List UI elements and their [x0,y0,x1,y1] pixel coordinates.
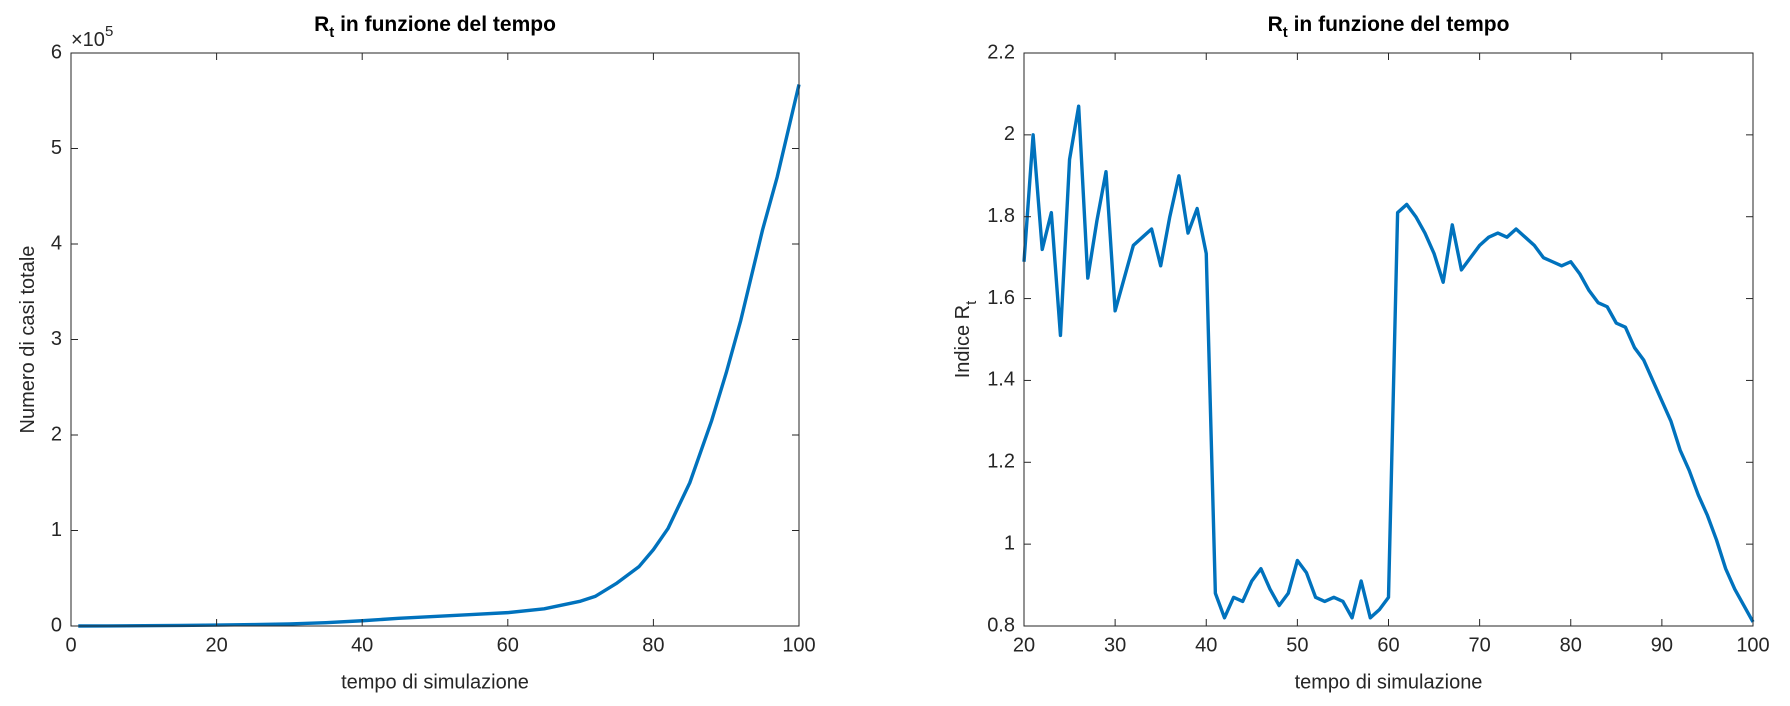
chart: 20 30 40 50 60 70 80 90 100 0.8 1 1.2 1.4 1.6 1.8 2 2.2 R… [952,13,1769,694]
x-tick-label: 80 [1560,634,1582,656]
y-tick-label: 1.6 [987,287,1015,309]
x-tick-label: 70 [1469,634,1491,656]
x-tick-label: 0 [65,634,76,656]
x-tick-label: 40 [1195,634,1217,656]
x-tick-label: 80 [642,634,664,656]
x-tick-label: 60 [1377,634,1399,656]
y-tick-label: 1.2 [987,451,1015,473]
data-line [1022,104,1755,623]
y-tick-label: 3 [51,328,62,350]
y-tick-label: 0.8 [987,614,1015,636]
y-axis-label: Numero di casi totale [17,246,39,434]
y-multiplier-part: 5 [105,23,113,40]
y-tick-label: 1.8 [987,205,1015,227]
x-tick-label: 100 [782,634,815,656]
chart: 0 20 40 60 80 100 0 1 2 3 4 5 6 Rt in funzione del te… [17,13,815,694]
x-tick-label: 20 [205,634,227,656]
y-tick-label: 2.2 [987,41,1015,63]
x-axis-label: tempo di simulazione [1295,671,1483,693]
y-axis-label-part: Numero di casi totale [17,246,39,434]
x-axis-label: tempo di simulazione [341,671,529,693]
x-tick-label: 60 [497,634,519,656]
y-axis-label: Indice Rt [952,300,980,378]
chart-title-part: in funzione del tempo [1288,13,1510,36]
x-tick-label: 30 [1104,634,1126,656]
y-tick-label: 0 [51,614,62,636]
chart-title-part: R [1268,13,1283,36]
x-tick-label: 20 [1013,634,1035,656]
plot-area [71,53,799,626]
y-tick-label: 5 [51,137,62,159]
y-tick-label: 1.4 [987,369,1015,391]
data-line [78,84,801,628]
y-tick-label: 1 [1004,532,1015,554]
y-tick-label: 2 [1004,123,1015,145]
x-tick-label: 100 [1736,634,1769,656]
x-tick-label: 50 [1286,634,1308,656]
chart-title-part: t [329,24,334,41]
y-axis-label-part: t [963,300,980,305]
x-tick-label: 40 [351,634,373,656]
chart-title-part: in funzione del tempo [334,13,556,36]
y-tick-label: 2 [51,423,62,445]
y-axis-label-part: Indice R [952,305,974,378]
chart-title: Rt in funzione del tempo [1268,13,1510,42]
y-tick-label: 1 [51,519,62,541]
x-tick-label: 90 [1651,634,1673,656]
y-multiplier-part: ×10 [71,29,105,51]
y-multiplier: ×105 [71,23,113,51]
chart-title-part: t [1283,24,1288,41]
chart-title: Rt in funzione del tempo [314,13,556,42]
y-tick-label: 4 [51,232,62,254]
y-tick-label: 6 [51,41,62,63]
chart-title-part: R [314,13,329,36]
